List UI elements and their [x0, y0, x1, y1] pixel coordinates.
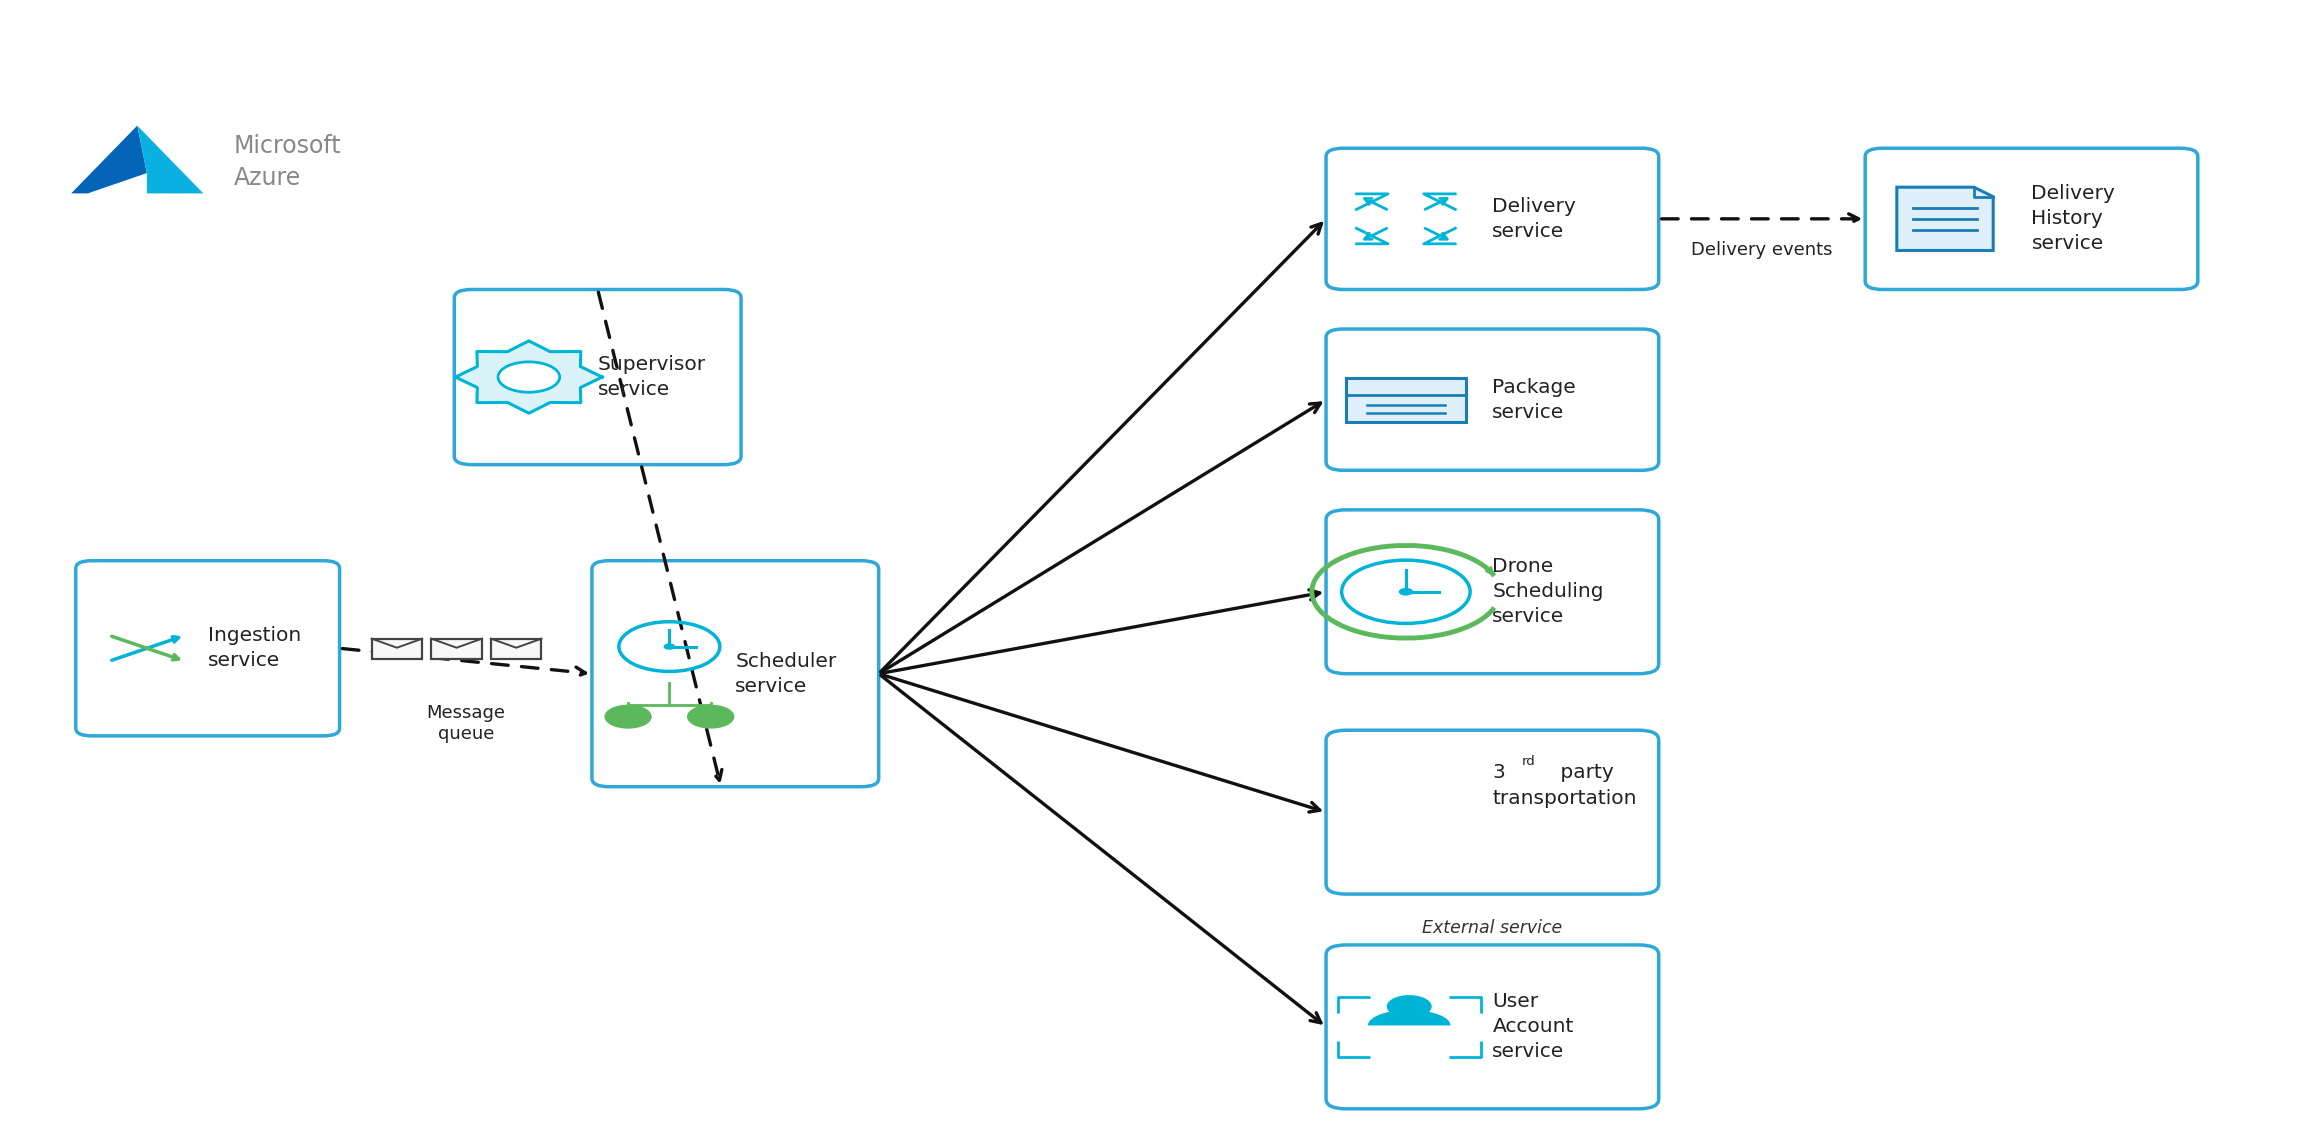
FancyBboxPatch shape [372, 638, 422, 659]
Circle shape [665, 644, 674, 649]
Circle shape [1387, 995, 1431, 1017]
FancyBboxPatch shape [492, 638, 542, 659]
Text: 3: 3 [1493, 763, 1505, 782]
Text: party: party [1553, 763, 1613, 782]
Text: External service: External service [1422, 919, 1563, 937]
FancyBboxPatch shape [591, 561, 879, 787]
Text: Package
service: Package service [1493, 378, 1576, 422]
Text: Delivery
History
service: Delivery History service [2031, 184, 2114, 253]
Polygon shape [1369, 1010, 1449, 1025]
Circle shape [688, 706, 734, 728]
Polygon shape [1897, 188, 1994, 251]
Text: Ingestion
service: Ingestion service [208, 626, 300, 670]
Text: Supervisor
service: Supervisor service [598, 355, 706, 399]
Text: Delivery
service: Delivery service [1493, 197, 1576, 241]
Text: transportation: transportation [1493, 789, 1636, 808]
FancyBboxPatch shape [1327, 329, 1659, 470]
FancyBboxPatch shape [1327, 510, 1659, 674]
Text: Delivery events: Delivery events [1692, 241, 1833, 260]
Circle shape [499, 362, 559, 392]
Circle shape [1399, 589, 1412, 595]
Text: rd: rd [1523, 755, 1535, 768]
FancyBboxPatch shape [1327, 149, 1659, 289]
FancyBboxPatch shape [1327, 730, 1659, 895]
Text: Drone
Scheduling
service: Drone Scheduling service [1493, 557, 1604, 626]
Polygon shape [136, 126, 203, 193]
Polygon shape [72, 126, 148, 193]
FancyBboxPatch shape [1489, 741, 1655, 883]
Text: Microsoft
Azure: Microsoft Azure [233, 135, 342, 190]
FancyBboxPatch shape [1865, 149, 2197, 289]
Circle shape [605, 706, 651, 728]
FancyBboxPatch shape [76, 561, 339, 736]
Text: Message
queue: Message queue [427, 704, 505, 742]
FancyBboxPatch shape [1327, 945, 1659, 1109]
FancyBboxPatch shape [455, 289, 741, 464]
Text: Scheduler
service: Scheduler service [736, 652, 835, 696]
FancyBboxPatch shape [432, 638, 482, 659]
Polygon shape [455, 341, 602, 413]
FancyBboxPatch shape [1346, 378, 1466, 422]
Text: 3rd party
transportation: 3rd party transportation [1493, 791, 1636, 834]
Text: User
Account
service: User Account service [1493, 992, 1574, 1062]
